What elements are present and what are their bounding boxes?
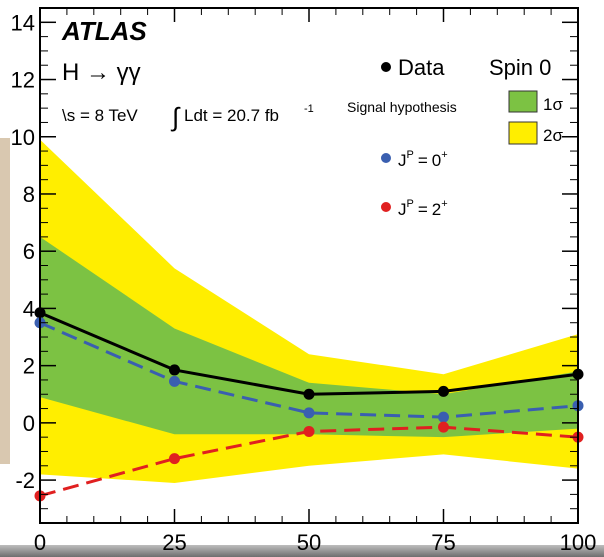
process-label: H → γγ xyxy=(62,59,141,86)
legend-spin2-j: J xyxy=(398,200,407,219)
x-tick-label-75: 75 xyxy=(431,530,455,555)
point-spin0-25 xyxy=(169,375,180,387)
y-tick-label-4: 4 xyxy=(23,296,35,321)
integral-sign: ∫ xyxy=(170,102,181,132)
legend-2sigma-label: 2σ xyxy=(543,126,563,145)
legend-spin2-label: JP = 2+ xyxy=(398,198,448,219)
luminosity-exponent: -1 xyxy=(304,103,314,115)
experiment-label: ATLAS xyxy=(61,16,147,46)
legend-spin0-value: 0 xyxy=(432,151,441,170)
left-edge-stripe xyxy=(0,138,10,464)
y-tick-label-0: 0 xyxy=(23,411,35,436)
legend-spin2-p: P xyxy=(407,198,414,210)
point-spin2-50 xyxy=(303,425,315,437)
x-tick-label-50: 50 xyxy=(297,530,321,555)
signal-hypothesis-label: Signal hypothesis xyxy=(347,99,457,115)
luminosity-label: Ldt = 20.7 fb xyxy=(184,106,279,125)
y-tick-label--2: -2 xyxy=(15,468,35,493)
legend-spin0-label: JP = 0+ xyxy=(398,149,448,170)
point-data-25 xyxy=(169,364,180,376)
point-spin0-75 xyxy=(438,411,449,423)
legend-spin2-value: 2 xyxy=(432,200,441,219)
y-tick-label-2: 2 xyxy=(23,354,35,379)
uncertainty-bands xyxy=(40,139,578,483)
band-1sigma xyxy=(40,236,578,438)
legend-1sigma-label: 1σ xyxy=(543,95,563,114)
point-spin0-50 xyxy=(303,407,315,419)
legend-spin2-eq: = xyxy=(418,200,428,219)
series-line-spin0 xyxy=(39,321,579,419)
x-tick-label-25: 25 xyxy=(162,530,186,555)
legend-spin0-eq: = xyxy=(418,151,428,170)
legend-spin0-marker xyxy=(381,153,391,163)
axis-ticks: 0 25 50 75 100 -2 0 2 4 6 8 10 12 14 xyxy=(11,8,597,555)
x-tick-label-100: 100 xyxy=(560,530,597,555)
bottom-shadow-bar xyxy=(0,545,604,557)
y-tick-label-10: 10 xyxy=(11,125,35,150)
legend-spin0-parity: + xyxy=(441,149,447,161)
legend-2sigma-swatch xyxy=(508,121,538,145)
y-tick-label-14: 14 xyxy=(11,10,35,35)
y-tick-label-8: 8 xyxy=(23,182,35,207)
point-data-75 xyxy=(438,385,449,397)
legend-spin0-p: P xyxy=(407,149,414,161)
spin-label: Spin 0 xyxy=(489,55,551,80)
legend-data-marker xyxy=(381,62,391,72)
point-spin2-75 xyxy=(438,421,449,433)
legend-spin2-marker xyxy=(381,202,391,212)
legend-data-label: Data xyxy=(398,55,445,80)
legend-1sigma-swatch xyxy=(508,90,538,113)
legend-spin0-j: J xyxy=(398,151,407,170)
x-tick-label-0: 0 xyxy=(34,530,46,555)
point-spin2-25 xyxy=(169,453,180,465)
y-tick-label-12: 12 xyxy=(11,68,35,93)
point-data-50 xyxy=(303,388,315,400)
energy-label: \s = 8 TeV xyxy=(62,106,138,125)
y-tick-label-6: 6 xyxy=(23,239,35,264)
legend-spin2-parity: + xyxy=(441,198,447,210)
